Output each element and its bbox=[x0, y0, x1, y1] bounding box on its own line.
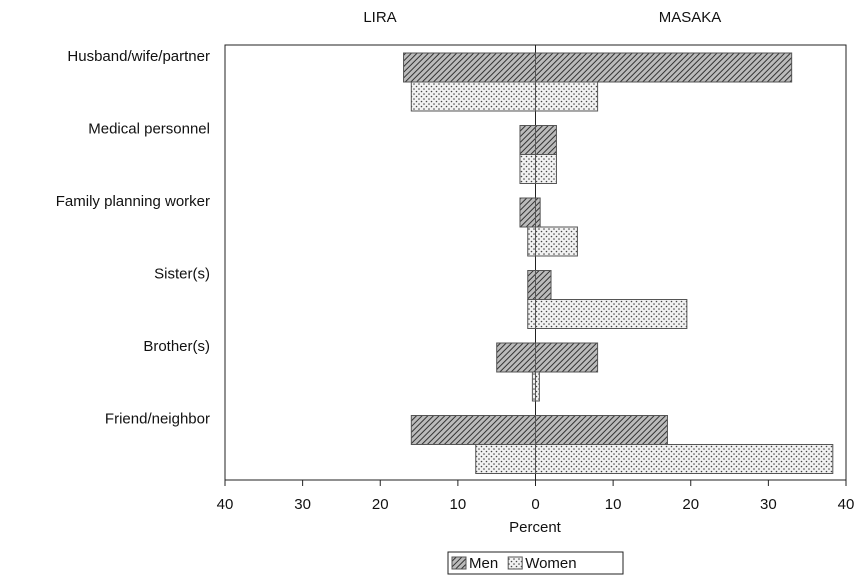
bar bbox=[527, 226, 536, 257]
x-tick-label: 40 bbox=[838, 496, 855, 513]
bar bbox=[410, 81, 536, 112]
legend-swatch bbox=[507, 556, 523, 570]
legend-label: Women bbox=[525, 555, 576, 572]
y-tick-label: Friend/neighbor bbox=[105, 410, 210, 427]
bar bbox=[535, 371, 540, 402]
bar bbox=[535, 197, 541, 228]
x-tick-label: 30 bbox=[760, 496, 777, 513]
bar bbox=[535, 52, 793, 83]
bar bbox=[403, 52, 536, 83]
x-tick-label: 30 bbox=[294, 496, 311, 513]
x-tick-label: 0 bbox=[531, 496, 539, 513]
bar bbox=[535, 444, 834, 474]
x-tick-label: 20 bbox=[372, 496, 389, 513]
bar bbox=[475, 444, 537, 474]
y-tick-label: Medical personnel bbox=[88, 120, 210, 137]
bar bbox=[535, 81, 599, 112]
bar bbox=[535, 270, 552, 300]
x-axis-label: Percent bbox=[509, 519, 562, 536]
group-label: LIRA bbox=[363, 9, 396, 26]
y-tick-label: Family planning worker bbox=[56, 193, 210, 210]
y-tick-label: Husband/wife/partner bbox=[67, 48, 210, 65]
group-label: MASAKA bbox=[659, 9, 722, 26]
bar bbox=[519, 197, 536, 228]
bar bbox=[519, 154, 536, 184]
x-tick-label: 10 bbox=[450, 496, 467, 513]
bar bbox=[535, 154, 557, 184]
bar bbox=[535, 299, 688, 329]
x-tick-label: 20 bbox=[682, 496, 699, 513]
bar bbox=[527, 299, 536, 329]
bar bbox=[535, 125, 557, 155]
bar bbox=[527, 270, 536, 300]
y-tick-label: Brother(s) bbox=[143, 338, 210, 355]
legend-label: Men bbox=[469, 555, 498, 572]
bar bbox=[410, 415, 536, 445]
bar bbox=[535, 342, 599, 373]
legend-frame bbox=[447, 551, 624, 575]
bar bbox=[535, 226, 578, 257]
x-tick-label: 40 bbox=[217, 496, 234, 513]
y-tick-label: Sister(s) bbox=[154, 265, 210, 282]
bar bbox=[496, 342, 536, 373]
bar bbox=[519, 125, 536, 155]
legend-swatch bbox=[451, 556, 467, 570]
x-tick-label: 10 bbox=[605, 496, 622, 513]
bar bbox=[535, 415, 668, 445]
